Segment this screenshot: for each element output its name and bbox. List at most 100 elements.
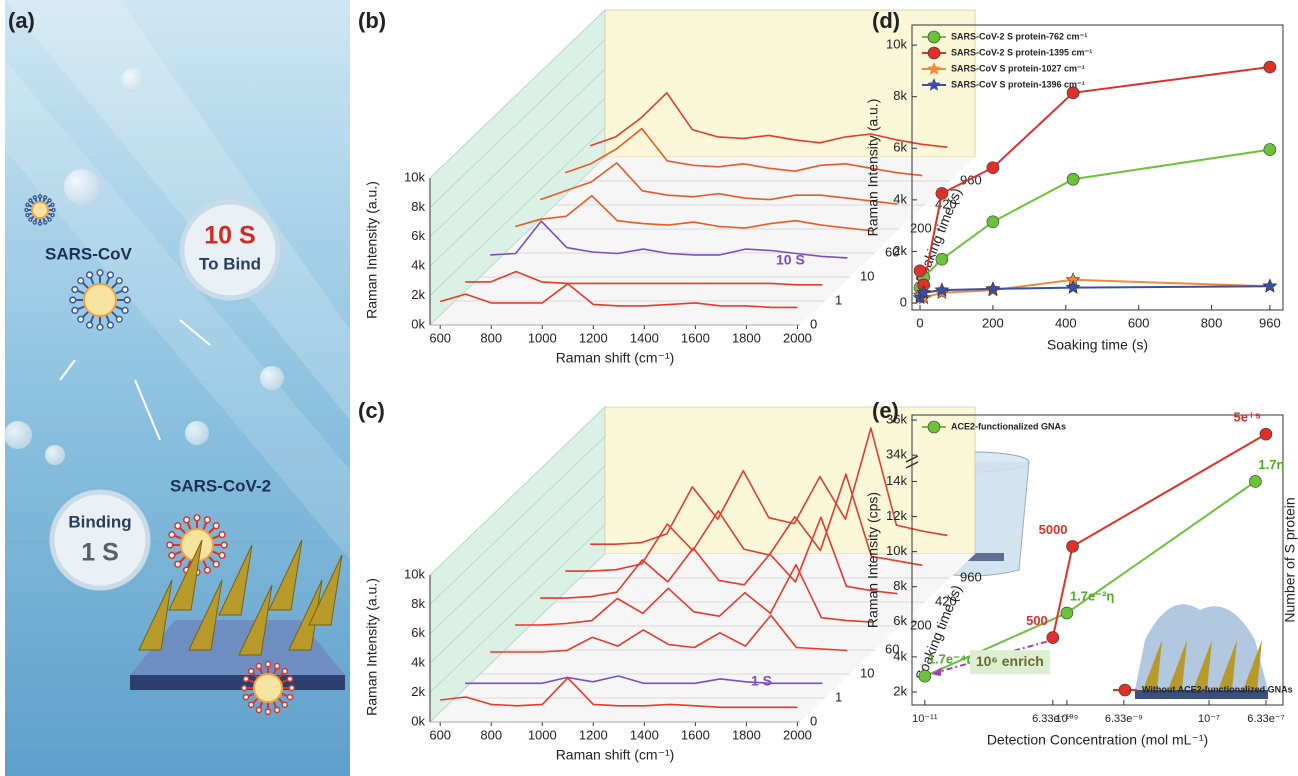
legend-label: SARS-CoV-2 S protein-1395 cm⁻¹	[951, 47, 1092, 57]
x-tick-label: 600	[429, 330, 451, 345]
virus-spike	[72, 287, 78, 293]
point-label: 5e⁺⁵	[1234, 410, 1261, 425]
virus-spike	[29, 199, 32, 202]
bubble-text: To Bind	[199, 254, 261, 273]
virus-spike	[169, 553, 175, 559]
y-tick-label: 10k	[886, 37, 907, 52]
virus-spike	[122, 308, 128, 314]
virus-spike	[97, 324, 103, 330]
panel-label: (d)	[872, 8, 900, 33]
marker	[1067, 173, 1079, 185]
x-tick-label: 400	[1055, 315, 1077, 330]
y-axis-title: Raman Intensity (a.u.)	[865, 99, 881, 237]
virus-spike	[25, 209, 28, 212]
back-wall	[605, 407, 975, 554]
virus-spike	[265, 662, 270, 667]
y-tick-label: 34k	[886, 447, 907, 462]
x-tick-label: 800	[480, 727, 502, 742]
annotation: 10⁶ enrich	[976, 653, 1044, 669]
x-tick-label: 2000	[783, 727, 812, 742]
virus-spike	[87, 322, 93, 328]
virus-spike	[33, 196, 36, 199]
x-tick-label: 1800	[732, 727, 761, 742]
panel-label: (a)	[8, 8, 35, 33]
virus-spike	[175, 523, 181, 529]
virus-spike	[256, 707, 261, 712]
legend-marker	[928, 31, 940, 43]
depth-tick-label: 0	[810, 713, 817, 728]
virus-spike	[167, 542, 173, 548]
virus-spike	[219, 553, 225, 559]
x-tick-label: 960	[1259, 315, 1281, 330]
x-tick-label: 1000	[528, 727, 557, 742]
virus-spike	[116, 316, 122, 322]
x-axis-title: Detection Concentration (mol mL⁻¹)	[987, 732, 1208, 748]
depth-tick-label: 0	[810, 316, 817, 331]
virus-spike	[275, 663, 280, 668]
virus-spike	[78, 316, 84, 322]
virus-spike	[213, 561, 219, 567]
y-tick-label: 0	[900, 294, 907, 309]
series-line	[1053, 434, 1266, 637]
y-tick-label: 6k	[411, 625, 425, 640]
legend-label: Without ACE2-functionalized GNAs	[1142, 684, 1293, 694]
x-tick-label: 1200	[579, 330, 608, 345]
virus-spike	[289, 685, 294, 690]
y-tick-label: 14k	[886, 473, 907, 488]
x-tick-label: 1600	[681, 330, 710, 345]
bubble-text: Binding	[68, 512, 131, 531]
x-axis-title: Soaking time (s)	[1047, 337, 1148, 353]
marker	[987, 162, 999, 174]
marker	[1067, 540, 1079, 552]
bubble	[185, 421, 209, 445]
virus-spike	[44, 196, 47, 199]
bubble-label	[182, 202, 278, 298]
virus-spike	[29, 218, 32, 221]
y-tick-label: 4k	[893, 191, 907, 206]
virus-spike	[51, 214, 54, 217]
y-tick-label: 8k	[411, 596, 425, 611]
virus-spike	[124, 297, 130, 303]
virus-spike	[221, 542, 227, 548]
bubble	[260, 366, 284, 390]
x-axis-title: Raman shift (cm⁻¹)	[556, 350, 675, 366]
marker	[1263, 279, 1276, 292]
depth-tick-label: 420	[935, 593, 957, 608]
virus-spike	[282, 702, 287, 707]
virus-spike	[48, 218, 51, 221]
virus-body	[32, 202, 48, 218]
y-tick-label: 2k	[411, 684, 425, 699]
y-tick-label: 0k	[411, 713, 425, 728]
illustration	[4, 0, 350, 776]
virus-spike	[87, 272, 93, 278]
marker	[1264, 61, 1276, 73]
legend-label: ACE2-functionalized GNAs	[951, 421, 1066, 431]
depth-tick-label: 10	[860, 268, 874, 283]
virus-spike	[122, 287, 128, 293]
virus-spike	[108, 272, 114, 278]
back-wall	[605, 10, 975, 157]
bubble-text: 1 S	[81, 539, 119, 567]
virus-spike	[175, 561, 181, 567]
legend-label: SARS-CoV S protein-1396 cm⁻¹	[951, 79, 1085, 89]
x-tick-label: 800	[480, 330, 502, 345]
virus-spike	[51, 203, 54, 206]
y-tick-label: 4k	[893, 648, 907, 663]
virus-spike	[70, 297, 76, 303]
y-tick-label: 4k	[411, 258, 425, 273]
x-tick-label: 800	[1201, 315, 1223, 330]
x-tick-label: 1200	[579, 727, 608, 742]
y-tick-label: 6k	[893, 140, 907, 155]
bubble-text: 10 S	[204, 222, 255, 250]
x-tick-label: 2000	[783, 330, 812, 345]
virus-spike	[275, 707, 280, 712]
virus-spike	[52, 209, 55, 212]
virus-body	[84, 284, 116, 316]
depth-tick-label: 960	[960, 569, 982, 584]
virus-spike	[44, 221, 47, 224]
marker	[936, 253, 948, 265]
marker	[1249, 475, 1261, 487]
virus-spike	[249, 669, 254, 674]
virus-spike	[287, 676, 292, 681]
marker	[936, 187, 948, 199]
